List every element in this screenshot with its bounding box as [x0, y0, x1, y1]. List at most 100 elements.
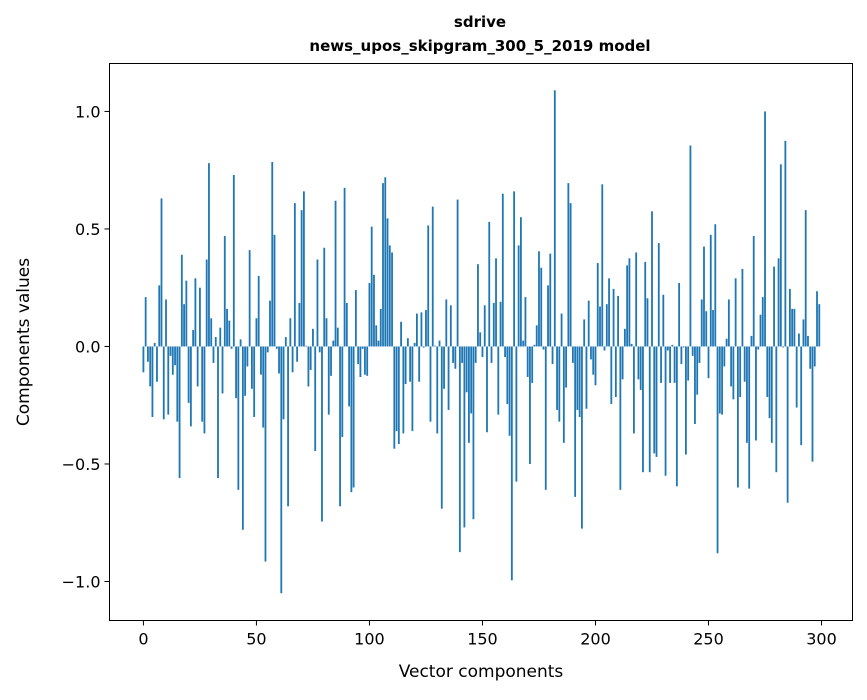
bar	[402, 346, 405, 434]
bar	[574, 346, 577, 497]
bar	[788, 288, 791, 347]
bar	[547, 285, 549, 347]
bar	[730, 346, 733, 387]
bar	[449, 305, 452, 347]
bar	[257, 275, 260, 347]
bar	[739, 346, 742, 397]
bar	[461, 346, 464, 363]
bar	[420, 312, 423, 347]
bar	[773, 266, 775, 347]
bar	[361, 346, 364, 349]
bar	[583, 319, 586, 347]
bar	[694, 346, 696, 425]
x-tick-label: 100	[354, 630, 385, 649]
bar	[775, 346, 778, 473]
x-axis: 0 50 100 150 200 250 300	[138, 620, 837, 649]
bar	[748, 346, 751, 489]
bar	[664, 346, 667, 476]
bar	[325, 318, 328, 347]
bar	[239, 339, 242, 347]
bar	[465, 346, 468, 393]
x-tick-label: 250	[693, 630, 724, 649]
bar	[205, 259, 208, 347]
bar	[271, 161, 274, 347]
bar	[246, 346, 249, 367]
chart-title: sdrive	[454, 13, 506, 31]
bar	[219, 327, 222, 347]
bar	[456, 199, 459, 347]
bar	[495, 258, 497, 347]
bar	[529, 346, 531, 464]
bar	[463, 346, 466, 528]
bar	[709, 234, 712, 347]
bar	[813, 346, 816, 367]
bar	[343, 187, 346, 347]
bar	[273, 234, 276, 347]
bar	[330, 346, 332, 376]
bar	[501, 193, 504, 347]
bar	[327, 346, 330, 415]
bar	[592, 346, 595, 375]
bar	[171, 346, 174, 375]
bar	[761, 297, 764, 347]
bar	[196, 346, 199, 387]
bar	[538, 251, 540, 347]
bar	[241, 346, 244, 530]
bar	[725, 338, 728, 347]
bar	[768, 346, 771, 419]
bar	[354, 290, 357, 347]
bar	[657, 243, 660, 347]
bar	[698, 346, 701, 363]
bar	[504, 346, 506, 358]
bar	[752, 236, 755, 347]
bar	[223, 236, 226, 347]
bar	[678, 283, 681, 347]
bar	[700, 299, 703, 347]
bar	[544, 346, 547, 490]
bar	[811, 346, 814, 462]
bar	[183, 304, 185, 347]
bar	[436, 346, 439, 434]
bar	[648, 346, 651, 473]
bar	[413, 342, 416, 347]
bar	[359, 346, 362, 378]
bar	[332, 340, 335, 347]
bar	[630, 343, 633, 347]
bar	[759, 314, 762, 347]
y-axis: −1.0 −0.5 0.0 0.5 1.0	[62, 102, 110, 591]
bar	[386, 218, 389, 347]
bar	[474, 346, 477, 363]
bar	[443, 346, 445, 389]
bar	[309, 346, 312, 370]
bar	[253, 346, 256, 417]
bar	[199, 287, 201, 347]
bar	[264, 346, 267, 562]
bar	[551, 346, 554, 365]
bar	[431, 206, 434, 347]
bar	[468, 346, 470, 443]
bar	[526, 346, 529, 378]
bar	[542, 346, 545, 350]
bar	[334, 200, 337, 347]
bar	[194, 278, 197, 347]
bar	[779, 164, 782, 347]
bar	[472, 346, 475, 520]
bar	[818, 304, 821, 347]
bar	[178, 346, 181, 479]
bar	[470, 346, 473, 414]
bar	[228, 320, 231, 347]
bar	[757, 346, 760, 350]
bar	[393, 346, 396, 449]
bar	[377, 340, 380, 347]
bar	[653, 346, 656, 454]
bar	[375, 325, 378, 347]
bar	[156, 346, 158, 382]
bar	[201, 346, 204, 422]
bar	[770, 346, 773, 443]
bar	[513, 191, 516, 347]
bar	[549, 253, 552, 347]
bar	[287, 346, 289, 507]
bar	[734, 278, 737, 347]
bar	[594, 346, 597, 386]
bar	[339, 346, 341, 507]
